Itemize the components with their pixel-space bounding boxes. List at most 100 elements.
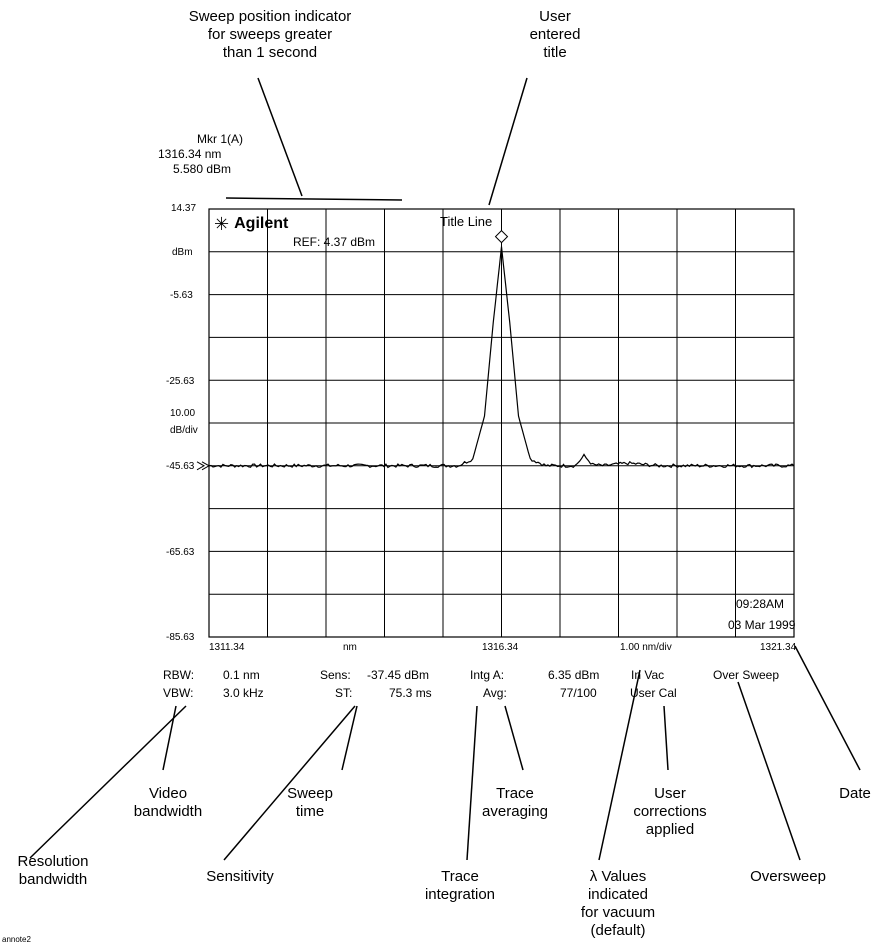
callout-text: than 1 second	[222, 44, 318, 61]
x-start-label: 1311.34	[209, 642, 245, 653]
y-tick: -45.63	[166, 461, 195, 472]
callout-text: User	[654, 785, 686, 802]
callout-sweep-time: Sweep time	[280, 785, 340, 821]
callout-text: User	[539, 8, 571, 25]
callout-text: time	[295, 803, 325, 820]
callout-text: Sweep position indicator	[188, 8, 352, 25]
marker-power: 5.580 dBm	[173, 162, 232, 176]
title-line: Title Line	[440, 214, 493, 229]
callout-user-corrections: User corrections applied	[625, 785, 715, 839]
pointer-line	[598, 669, 641, 861]
marker-readout: Mkr 1(A)	[170, 132, 243, 147]
callout-sweep-indicator: Sweep position indicator for sweeps grea…	[155, 8, 385, 62]
avg-value: 77/100	[560, 686, 597, 700]
callout-resolution-bw: Resolution bandwidth	[8, 853, 98, 889]
intg-value: 6.35 dBm	[548, 668, 600, 682]
callout-oversweep: Oversweep	[738, 868, 838, 886]
callout-text: Video	[148, 785, 188, 802]
pointer-line	[466, 705, 478, 861]
starburst-icon: ✳	[214, 214, 230, 234]
marker-label: Mkr 1(A)	[197, 132, 243, 146]
callout-date: Date	[830, 785, 880, 803]
callout-text: Date	[839, 785, 871, 802]
callout-text: bandwidth	[133, 803, 203, 820]
x-stop-label: 1321.34	[760, 642, 797, 653]
marker-diamond	[494, 229, 509, 244]
callout-text: (default)	[590, 922, 646, 939]
callout-text: corrections	[633, 803, 707, 820]
callout-text: Resolution	[17, 853, 89, 870]
spectrum-trace	[208, 246, 795, 469]
ref-level-text: REF: 4.37 dBm	[293, 235, 376, 249]
pointer-line	[225, 197, 403, 201]
usercal-indicator: User Cal	[630, 686, 677, 700]
callout-text: Oversweep	[750, 868, 826, 885]
callout-trace-avg: Trace averaging	[470, 785, 560, 821]
callout-text: Trace	[441, 868, 479, 885]
rbw-value: 0.1 nm	[223, 668, 260, 682]
callout-text: Sweep	[287, 785, 333, 802]
callout-lambda-vacuum: λ Values indicated for vacuum (default)	[563, 868, 673, 940]
vbw-label: VBW:	[163, 686, 194, 700]
pointer-line	[29, 705, 187, 859]
y-scale-label: 10.00	[170, 408, 196, 419]
callout-text: title	[543, 44, 567, 61]
callout-trace-integration: Trace integration	[415, 868, 505, 904]
pointer-line	[162, 705, 177, 771]
peak-marker-diamond	[494, 229, 509, 244]
callout-text: Trace	[496, 785, 534, 802]
pointer-line	[663, 705, 669, 771]
y-tick-bottom: -85.63	[166, 632, 195, 643]
pointer-line	[488, 77, 528, 206]
callout-text: for vacuum	[580, 904, 656, 921]
ref-arrow-chevron	[196, 461, 211, 471]
x-center-label: 1316.34	[482, 642, 519, 653]
vbw-value: 3.0 kHz	[223, 686, 264, 700]
x-unit-label: nm	[343, 642, 357, 653]
callout-text: bandwidth	[18, 871, 88, 888]
callout-text: entered	[529, 26, 581, 43]
callout-text: λ Values	[589, 868, 647, 885]
pointer-line	[223, 705, 356, 861]
logo-text: Agilent	[234, 215, 289, 232]
oversweep-indicator: Over Sweep	[713, 668, 780, 682]
ref-level-arrow	[196, 461, 211, 471]
y-unit-label: dBm	[172, 247, 193, 258]
st-value: 75.3 ms	[389, 686, 432, 700]
invac-indicator: In Vac	[631, 668, 665, 682]
y-tick: -25.63	[166, 376, 195, 387]
callout-text: Sensitivity	[206, 868, 274, 885]
y-tick: -65.63	[166, 547, 195, 558]
pointer-line	[504, 705, 524, 771]
marker-wavelength: 1316.34 nm	[158, 147, 222, 161]
agilent-logo-icon: ✳ Agilent	[214, 214, 288, 236]
callout-text: integration	[424, 886, 496, 903]
callout-text: averaging	[482, 803, 548, 820]
pointer-line	[794, 645, 861, 771]
screen-time: 09:28AM	[736, 597, 785, 611]
callout-text: applied	[645, 821, 695, 838]
footer-note: annote2	[2, 935, 31, 944]
y-tick: -5.63	[170, 290, 193, 301]
screen-date: 03 Mar 1999	[728, 618, 796, 632]
plot-grid	[208, 208, 795, 638]
pointer-line	[341, 705, 358, 771]
callout-video-bw: Video bandwidth	[128, 785, 208, 821]
pointer-line	[737, 681, 801, 861]
callout-pointer-lines	[29, 77, 861, 861]
y-scale-unit: dB/div	[170, 425, 198, 436]
intg-label: Intg A:	[470, 668, 505, 682]
callout-sensitivity: Sensitivity	[195, 868, 285, 886]
callout-user-title: User entered title	[520, 8, 590, 62]
avg-label: Avg:	[483, 686, 507, 700]
callout-text: indicated	[587, 886, 649, 903]
y-tick-top: 14.37	[171, 203, 197, 214]
st-label: ST:	[335, 686, 353, 700]
x-span-label: 1.00 nm/div	[620, 642, 672, 653]
rbw-label: RBW:	[163, 668, 195, 682]
pointer-line	[257, 77, 303, 197]
sens-label: Sens:	[320, 668, 351, 682]
sens-value: -37.45 dBm	[367, 668, 430, 682]
callout-text: for sweeps greater	[207, 26, 333, 43]
